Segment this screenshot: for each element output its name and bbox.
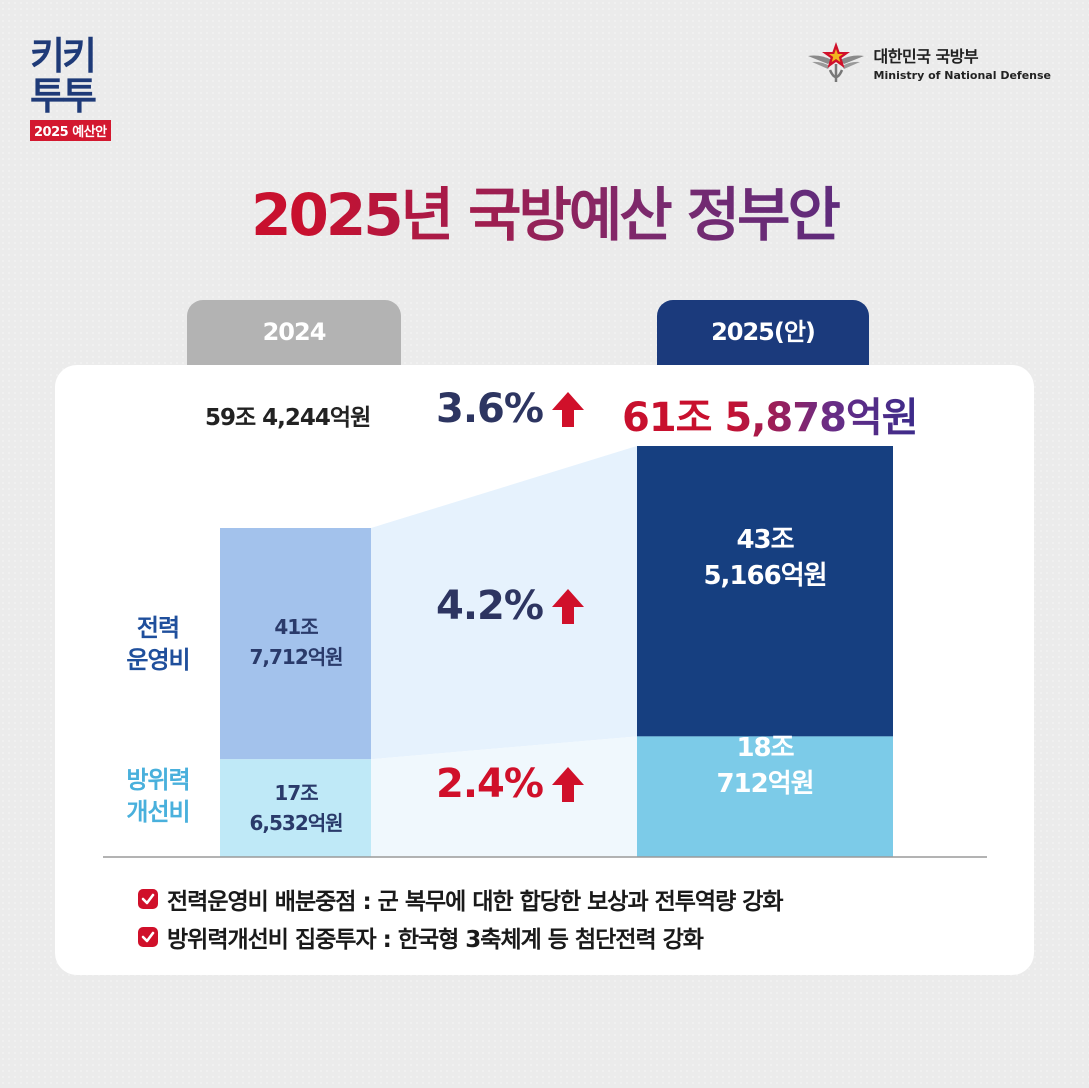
up-arrow-icon [551, 767, 584, 802]
bar-ops-2024 [220, 528, 371, 760]
total-2025: 61조 5,878억원 [622, 385, 919, 443]
label-imp-line2: 개선비 [126, 798, 190, 826]
value-ops-2024-line1: 41조 [274, 615, 318, 639]
growth-total: 3.6% [436, 386, 585, 432]
ministry-name-en: Ministry of National Defense [873, 68, 1051, 82]
growth-total-value: 3.6% [436, 386, 544, 432]
growth-imp: 2.4% [436, 761, 585, 807]
value-imp-2025-line1: 18조 [736, 733, 794, 763]
value-ops-2025: 43조 5,166억원 [637, 522, 893, 594]
value-imp-2024-line2: 6,532억원 [249, 811, 343, 835]
label-imp-line1: 방위력 [126, 766, 190, 794]
check-icon [138, 927, 158, 947]
note-text: 전력운영비 배분중점 : 군 복무에 대한 합당한 보상과 전투역량 강화 [167, 889, 784, 915]
value-ops-2025-line2: 5,166억원 [703, 561, 827, 591]
value-imp-2024-line1: 17조 [274, 781, 318, 805]
ministry-name-ko: 대한민국 국방부 [873, 46, 979, 66]
bar-imp-2025 [637, 736, 893, 857]
total-2024: 59조 4,244억원 [205, 405, 371, 431]
kiki-tutu-logo: 키키 투투 2025 예산안 [30, 36, 125, 141]
page-title: 2025년 국방예산 정부안 [0, 180, 1089, 250]
value-ops-2025-line1: 43조 [736, 525, 794, 555]
check-icon [138, 889, 158, 909]
value-imp-2025-line2: 712억원 [716, 769, 814, 799]
bar-ops-2025 [637, 446, 893, 737]
growth-imp-value: 2.4% [436, 761, 544, 807]
value-imp-2025: 18조 712억원 [637, 730, 893, 802]
ministry-brand: 대한민국 국방부 Ministry of National Defense [806, 38, 1051, 86]
value-ops-2024-line2: 7,712억원 [249, 645, 343, 669]
label-ops: 전력 운영비 [118, 612, 198, 676]
logo-sub-badge: 2025 예산안 [30, 120, 111, 141]
logo-line2: 투투 [30, 74, 97, 118]
up-arrow-icon [551, 392, 584, 427]
growth-ops: 4.2% [436, 583, 585, 629]
growth-ops-value: 4.2% [436, 583, 544, 629]
label-ops-line1: 전력 [136, 614, 180, 642]
growth-band-ops [371, 446, 637, 760]
notes-list: 전력운영비 배분중점 : 군 복무에 대한 합당한 보상과 전투역량 강화 방위… [137, 880, 784, 956]
logo-line1: 키키 [30, 34, 97, 78]
label-ops-line2: 운영비 [126, 646, 190, 674]
ministry-emblem-icon [807, 42, 864, 82]
label-imp: 방위력 개선비 [118, 764, 198, 828]
growth-band-imp [371, 736, 637, 857]
list-item: 전력운영비 배분중점 : 군 복무에 대한 합당한 보상과 전투역량 강화 [137, 880, 784, 918]
bar-imp-2024 [220, 759, 371, 857]
note-text: 방위력개선비 집중투자 : 한국형 3축체계 등 첨단전력 강화 [167, 927, 704, 953]
value-ops-2024: 41조 7,712억원 [222, 612, 370, 672]
list-item: 방위력개선비 집중투자 : 한국형 3축체계 등 첨단전력 강화 [137, 918, 783, 956]
value-imp-2024: 17조 6,532억원 [222, 778, 370, 838]
up-arrow-icon [551, 589, 584, 624]
